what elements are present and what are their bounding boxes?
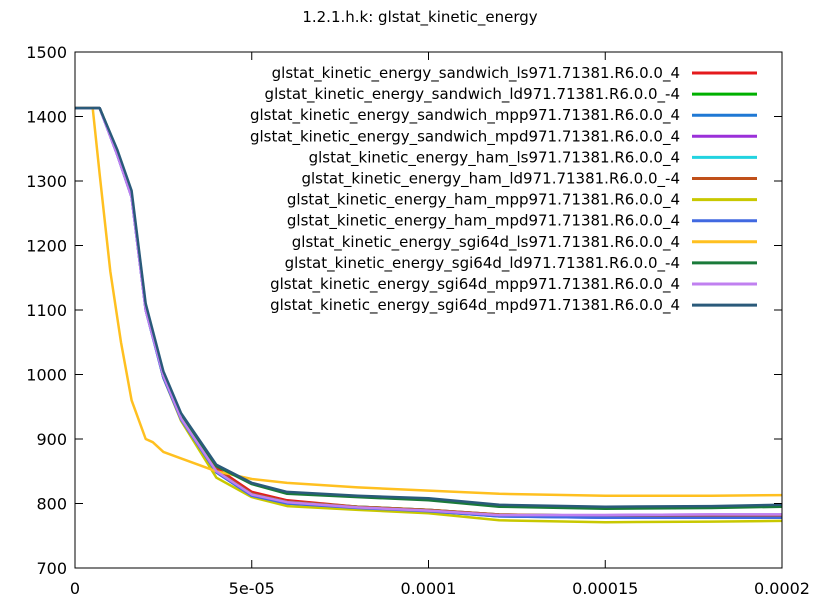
legend-label: glstat_kinetic_energy_ham_mpd971.71381.R… bbox=[287, 212, 680, 231]
x-tick-label: 0.0001 bbox=[401, 579, 457, 598]
legend-label: glstat_kinetic_energy_sgi64d_ld971.71381… bbox=[285, 254, 680, 273]
legend-label: glstat_kinetic_energy_sandwich_ls971.713… bbox=[272, 64, 680, 83]
y-tick-label: 1200 bbox=[26, 237, 67, 256]
y-tick-label: 1400 bbox=[26, 108, 67, 127]
legend-label: glstat_kinetic_energy_ham_ls971.71381.R6… bbox=[309, 148, 680, 167]
legend-label: glstat_kinetic_energy_sandwich_mpd971.71… bbox=[250, 127, 680, 146]
plot-lines bbox=[75, 106, 783, 524]
x-tick-label: 5e-05 bbox=[229, 579, 275, 598]
y-tick-label: 1000 bbox=[26, 366, 67, 385]
legend-label: glstat_kinetic_energy_sandwich_ld971.713… bbox=[265, 85, 680, 104]
legend-label: glstat_kinetic_energy_ham_ld971.71381.R6… bbox=[301, 170, 680, 189]
chart-title: 1.2.1.h.k: glstat_kinetic_energy bbox=[302, 8, 537, 27]
legend: glstat_kinetic_energy_sandwich_ls971.713… bbox=[250, 64, 757, 315]
y-tick-label: 700 bbox=[36, 559, 67, 578]
x-tick-label: 0.00015 bbox=[572, 579, 638, 598]
series-line-9 bbox=[75, 106, 783, 498]
legend-label: glstat_kinetic_energy_sandwich_mpp971.71… bbox=[250, 106, 680, 125]
legend-label: glstat_kinetic_energy_sgi64d_mpp971.7138… bbox=[270, 275, 680, 294]
series-line-11 bbox=[75, 106, 782, 517]
y-axis: 700 800 900 1000 1100 1200 1300 1400 1500 bbox=[26, 43, 782, 578]
legend-label: glstat_kinetic_energy_ham_mpp971.71381.R… bbox=[287, 191, 680, 210]
x-tick-label: 0 bbox=[70, 579, 80, 598]
y-tick-label: 800 bbox=[36, 495, 67, 514]
x-tick-label: 0.0002 bbox=[754, 579, 810, 598]
legend-label: glstat_kinetic_energy_sgi64d_mpd971.7138… bbox=[270, 296, 680, 315]
y-tick-label: 1500 bbox=[26, 43, 67, 62]
y-tick-label: 1300 bbox=[26, 172, 67, 191]
series-line-12 bbox=[75, 106, 783, 508]
y-tick-label: 900 bbox=[36, 430, 67, 449]
legend-label: glstat_kinetic_energy_sgi64d_ls971.71381… bbox=[292, 233, 680, 252]
y-tick-label: 1100 bbox=[26, 301, 67, 320]
x-axis: 0 5e-05 0.0001 0.00015 0.0002 bbox=[70, 52, 810, 598]
